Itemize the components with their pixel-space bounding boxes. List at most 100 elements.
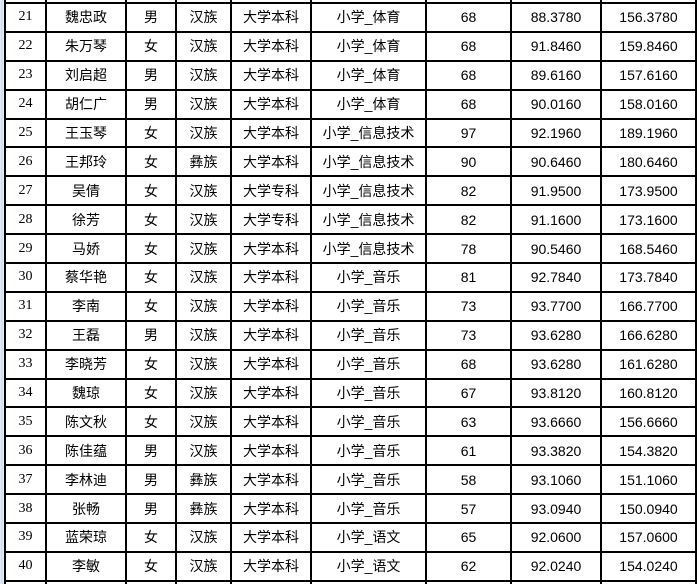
cell-education[interactable]: 大学本科 <box>230 30 312 62</box>
cell-row-number[interactable]: 30 <box>4 262 47 293</box>
cell-interview-score[interactable]: 93.1060 <box>510 464 602 496</box>
cell-ethnicity[interactable]: 汉族 <box>175 550 232 582</box>
cell-row-number[interactable]: 31 <box>4 290 47 322</box>
cell-name[interactable]: 王磊 <box>45 319 127 351</box>
cell-gender[interactable]: 女 <box>125 377 177 409</box>
cell-gender[interactable]: 男 <box>125 88 177 120</box>
cell-name[interactable]: 张畅 <box>45 493 127 525</box>
cell-row-number[interactable]: 38 <box>4 493 47 525</box>
cell-name[interactable]: 李林迪 <box>45 464 127 496</box>
cell-ethnicity[interactable]: 汉族 <box>175 30 232 62</box>
cell-education[interactable]: 大学本科 <box>230 262 312 293</box>
table-row[interactable]: 39 蓝荣琼 女 汉族 大学本科 小学_语文 65 92.0600 157.06… <box>4 522 697 553</box>
cell-name[interactable]: 王邦玲 <box>45 146 127 178</box>
cell-position[interactable]: 小学_语文 <box>310 522 427 553</box>
cell-written-score[interactable]: 97 <box>425 117 512 149</box>
cell-ethnicity[interactable]: 彝族 <box>175 493 232 525</box>
cell-written-score[interactable]: 73 <box>425 290 512 322</box>
cell-position[interactable]: 小学_信息技术 <box>310 204 427 236</box>
cell-gender[interactable]: 女 <box>125 233 177 265</box>
cell-row-number[interactable]: 27 <box>4 175 47 207</box>
cell-interview-score[interactable]: 91.8460 <box>510 30 602 62</box>
cell-name[interactable]: 刘启超 <box>45 59 127 91</box>
cell-interview-score[interactable]: 92.1960 <box>510 117 602 149</box>
cell-gender[interactable]: 男 <box>125 319 177 351</box>
cell-row-number[interactable]: 21 <box>4 2 47 33</box>
cell-row-number[interactable]: 29 <box>4 233 47 265</box>
table-row[interactable]: 36 陈佳蕴 男 汉族 大学本科 小学_音乐 61 93.3820 154.38… <box>4 435 697 467</box>
cell-total-score[interactable]: 168.5460 <box>600 233 697 265</box>
cell-interview-score[interactable]: 88.3780 <box>510 2 602 33</box>
cell-written-score[interactable]: 67 <box>425 377 512 409</box>
cell-education[interactable]: 大学专科 <box>230 175 312 207</box>
cell-written-score[interactable]: 61 <box>425 435 512 467</box>
cell-written-score[interactable]: 78 <box>425 233 512 265</box>
cell-gender[interactable]: 女 <box>125 117 177 149</box>
cell-position[interactable]: 小学_音乐 <box>310 493 427 525</box>
cell-row-number[interactable]: 40 <box>4 550 47 582</box>
cell-written-score[interactable]: 63 <box>425 406 512 438</box>
cell-row-number[interactable]: 26 <box>4 146 47 178</box>
cell-gender[interactable]: 男 <box>125 464 177 496</box>
cell-interview-score[interactable]: 93.7700 <box>510 290 602 322</box>
cell-written-score[interactable]: 68 <box>425 88 512 120</box>
table-row[interactable]: 32 王磊 男 汉族 大学本科 小学_音乐 73 93.6280 166.628… <box>4 319 697 351</box>
cell-education[interactable]: 大学本科 <box>230 348 312 380</box>
cell-gender[interactable]: 女 <box>125 406 177 438</box>
cell-education[interactable]: 大学本科 <box>230 522 312 553</box>
table-row[interactable]: 31 李南 女 汉族 大学本科 小学_音乐 73 93.7700 166.770… <box>4 290 697 322</box>
cell-row-number[interactable]: 28 <box>4 204 47 236</box>
cell-written-score[interactable]: 65 <box>425 522 512 553</box>
cell-written-score[interactable]: 62 <box>425 550 512 582</box>
cell-total-score[interactable]: 180.6460 <box>600 146 697 178</box>
cell-interview-score[interactable]: 92.0600 <box>510 522 602 553</box>
cell-education[interactable]: 大学本科 <box>230 435 312 467</box>
cell-name[interactable]: 马娇 <box>45 233 127 265</box>
cell-name[interactable]: 李晓芳 <box>45 348 127 380</box>
cell-written-score[interactable]: 57 <box>425 493 512 525</box>
cell-ethnicity[interactable]: 汉族 <box>175 348 232 380</box>
cell-row-number[interactable]: 35 <box>4 406 47 438</box>
cell-name[interactable]: 朱万琴 <box>45 30 127 62</box>
cell-name[interactable]: 魏琼 <box>45 377 127 409</box>
cell-interview-score[interactable]: 93.3820 <box>510 435 602 467</box>
cell-education[interactable]: 大学本科 <box>230 146 312 178</box>
cell-position[interactable]: 小学_体育 <box>310 2 427 33</box>
cell-total-score[interactable]: 154.3820 <box>600 435 697 467</box>
cell-education[interactable]: 大学本科 <box>230 2 312 33</box>
cell-row-number[interactable]: 33 <box>4 348 47 380</box>
cell-interview-score[interactable]: 93.6280 <box>510 348 602 380</box>
cell-gender[interactable]: 女 <box>125 30 177 62</box>
cell-gender[interactable]: 女 <box>125 146 177 178</box>
table-row[interactable]: 28 徐芳 女 汉族 大学专科 小学_信息技术 82 91.1600 173.1… <box>4 204 697 236</box>
cell-education[interactable]: 大学本科 <box>230 233 312 265</box>
cell-gender[interactable]: 男 <box>125 493 177 525</box>
cell-gender[interactable]: 女 <box>125 204 177 236</box>
cell-ethnicity[interactable]: 汉族 <box>175 377 232 409</box>
cell-gender[interactable]: 男 <box>125 435 177 467</box>
cell-name[interactable]: 蔡华艳 <box>45 262 127 293</box>
cell-ethnicity[interactable]: 汉族 <box>175 522 232 553</box>
cell-ethnicity[interactable]: 汉族 <box>175 233 232 265</box>
cell-written-score[interactable]: 68 <box>425 2 512 33</box>
cell-position[interactable]: 小学_体育 <box>310 88 427 120</box>
cell-ethnicity[interactable]: 汉族 <box>175 88 232 120</box>
cell-total-score[interactable]: 160.8120 <box>600 377 697 409</box>
cell-position[interactable]: 小学_音乐 <box>310 319 427 351</box>
table-row[interactable]: 40 李敏 女 汉族 大学本科 小学_语文 62 92.0240 154.024… <box>4 550 697 582</box>
cell-position[interactable]: 小学_信息技术 <box>310 117 427 149</box>
cell-ethnicity[interactable]: 汉族 <box>175 175 232 207</box>
cell-position[interactable]: 小学_音乐 <box>310 464 427 496</box>
table-row[interactable]: 38 张畅 男 彝族 大学本科 小学_音乐 57 93.0940 150.094… <box>4 493 697 525</box>
cell-ethnicity[interactable]: 汉族 <box>175 262 232 293</box>
cell-education[interactable]: 大学本科 <box>230 319 312 351</box>
cell-row-number[interactable]: 34 <box>4 377 47 409</box>
cell-interview-score[interactable]: 91.9500 <box>510 175 602 207</box>
cell-written-score[interactable]: 82 <box>425 204 512 236</box>
cell-total-score[interactable]: 157.0600 <box>600 522 697 553</box>
cell-education[interactable]: 大学本科 <box>230 550 312 582</box>
cell-total-score[interactable]: 166.7700 <box>600 290 697 322</box>
cell-name[interactable]: 陈佳蕴 <box>45 435 127 467</box>
cell-gender[interactable]: 女 <box>125 348 177 380</box>
cell-education[interactable]: 大学本科 <box>230 464 312 496</box>
